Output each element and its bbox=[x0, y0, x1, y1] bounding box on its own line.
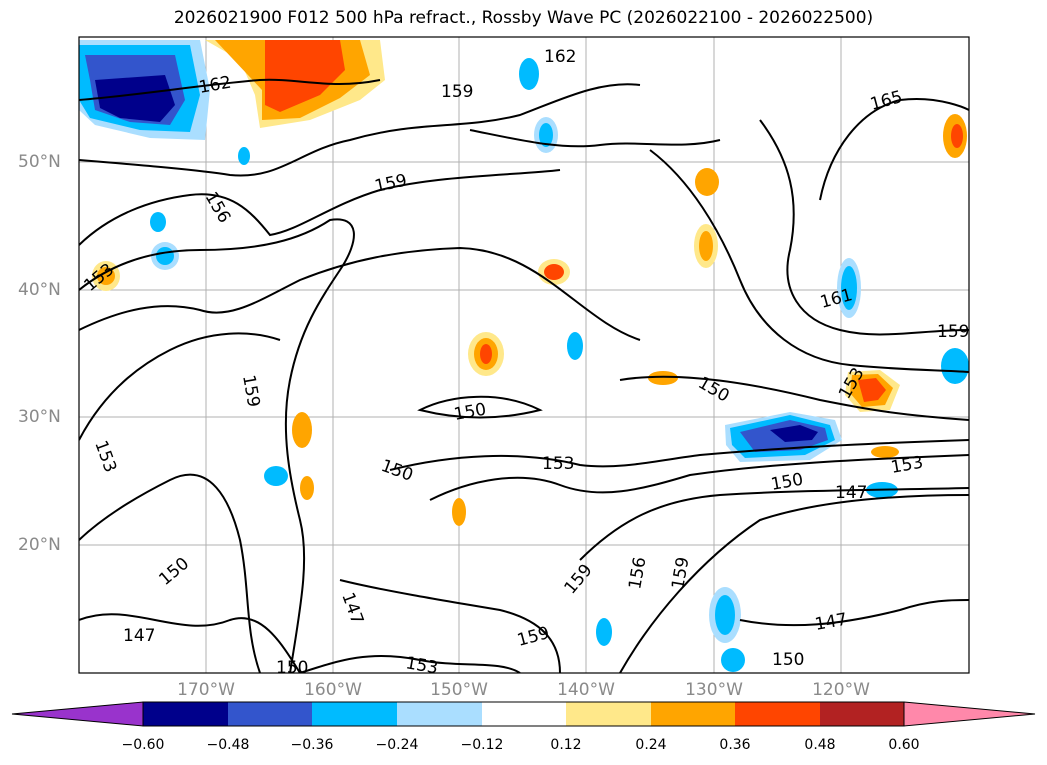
colorbar-tick: −0.60 bbox=[121, 737, 165, 753]
colorbar-extend-high bbox=[903, 701, 1036, 727]
lon-label-170w: 170°W bbox=[177, 680, 235, 700]
colorbar-tick: −0.48 bbox=[206, 737, 250, 753]
colorbar-swatch bbox=[228, 702, 312, 726]
colorbar-tick: 0.60 bbox=[888, 737, 920, 753]
lon-label-140w: 140°W bbox=[557, 680, 615, 700]
colorbar-swatch bbox=[312, 702, 397, 726]
colorbar-swatch bbox=[820, 702, 904, 726]
contour-label: 159 bbox=[937, 322, 969, 342]
contour-label: 147 bbox=[123, 626, 155, 646]
colorbar bbox=[11, 701, 1036, 727]
lat-label-30: 30°N bbox=[18, 407, 61, 427]
lat-label-50: 50°N bbox=[18, 152, 61, 172]
graticule bbox=[79, 37, 969, 673]
contour-label: 150 bbox=[772, 650, 804, 670]
contour-label: 150 bbox=[276, 658, 308, 678]
lat-label-40: 40°N bbox=[18, 280, 61, 300]
contour-label: 159 bbox=[441, 82, 473, 102]
colorbar-swatch bbox=[482, 702, 566, 726]
colorbar-tick: 0.48 bbox=[804, 737, 836, 753]
colorbar-swatch bbox=[143, 702, 228, 726]
small-anomaly-cells bbox=[92, 58, 969, 672]
colorbar-swatch bbox=[735, 702, 820, 726]
height-contours bbox=[79, 78, 969, 673]
colorbar-extend-low bbox=[11, 701, 144, 727]
colorbar-swatch bbox=[566, 702, 651, 726]
positive-anomaly-socal bbox=[845, 370, 900, 412]
colorbar-swatch bbox=[651, 702, 735, 726]
colorbar-tick: 0.24 bbox=[635, 737, 667, 753]
contour-label: 153 bbox=[542, 454, 574, 474]
colorbar-tick: −0.24 bbox=[375, 737, 419, 753]
lon-label-130w: 130°W bbox=[685, 680, 743, 700]
colorbar-tick: −0.12 bbox=[460, 737, 504, 753]
contour-label: 147 bbox=[835, 483, 867, 503]
negative-anomaly-nw bbox=[79, 40, 210, 140]
colorbar-swatch bbox=[397, 702, 482, 726]
contour-label: 153 bbox=[404, 653, 439, 678]
lon-label-120w: 120°W bbox=[812, 680, 870, 700]
lat-label-20: 20°N bbox=[18, 535, 61, 555]
colorbar-tick: −0.36 bbox=[290, 737, 334, 753]
colorbar-tick: 0.12 bbox=[550, 737, 582, 753]
lon-label-150w: 150°W bbox=[430, 680, 488, 700]
contour-label: 162 bbox=[544, 47, 576, 67]
colorbar-tick: 0.36 bbox=[719, 737, 751, 753]
map-title: 2026021900 F012 500 hPa refract., Rossby… bbox=[173, 8, 874, 28]
negative-anomaly-california bbox=[725, 412, 842, 462]
lon-label-160w: 160°W bbox=[304, 680, 362, 700]
